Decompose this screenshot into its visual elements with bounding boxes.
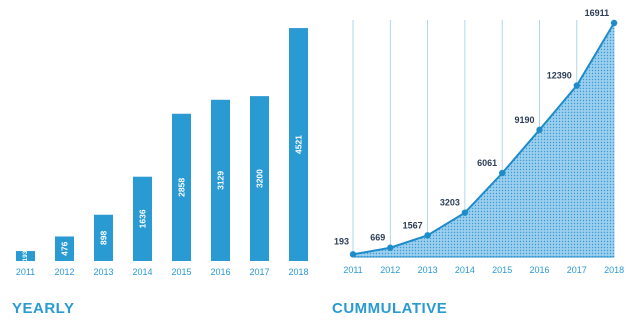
bar-value-label-2017: 3200 — [255, 169, 265, 188]
bar-2018 — [289, 28, 308, 261]
point-value-label-2015: 6061 — [477, 158, 497, 168]
point-value-label-2012: 669 — [370, 233, 385, 243]
bar-value-label-2015: 2858 — [177, 178, 187, 197]
bar-value-label-2014: 1636 — [138, 209, 148, 228]
bar-value-label-2016: 3129 — [216, 171, 226, 190]
x-tick-label-2013: 2013 — [418, 265, 438, 275]
x-tick-label-2018: 2018 — [604, 265, 624, 275]
x-tick-label-2015: 2015 — [492, 265, 512, 275]
x-tick-label-2014: 2014 — [455, 265, 475, 275]
point-2015 — [499, 169, 506, 177]
bar-2014 — [133, 176, 152, 261]
bar-2015 — [172, 113, 191, 261]
yearly-chart-title: YEARLY — [12, 300, 75, 317]
point-value-label-2016: 9190 — [514, 115, 534, 125]
x-tick-label-2015: 2015 — [171, 267, 191, 277]
point-2017 — [573, 82, 580, 89]
point-value-label-2011: 193 — [334, 236, 349, 246]
point-2012 — [387, 244, 394, 251]
bar-2012 — [55, 236, 74, 261]
bar-2011 — [16, 251, 35, 261]
x-tick-label-2012: 2012 — [54, 267, 74, 277]
x-tick-label-2013: 2013 — [93, 267, 113, 277]
x-tick-label-2016: 2016 — [529, 265, 549, 275]
bar-value-label-2018: 4521 — [294, 135, 304, 154]
x-tick-label-2014: 2014 — [132, 267, 152, 277]
point-value-label-2014: 3203 — [440, 198, 460, 208]
x-tick-label-2011: 2011 — [343, 265, 362, 275]
bar-value-label-2011: 193 — [22, 250, 29, 261]
cumulative-area — [353, 23, 615, 257]
yearly-bar-chart: 193 2011 476 2012 898 2013 1636 2014 2858 2015 312… — [16, 28, 309, 277]
cumulative-chart-title: CUMMULATIVE — [332, 300, 448, 317]
bar-2017 — [250, 96, 269, 261]
x-tick-label-2017: 2017 — [249, 267, 269, 277]
point-value-label-2017: 12390 — [547, 71, 572, 81]
x-tick-label-2016: 2016 — [210, 267, 230, 277]
bar-2013 — [94, 214, 113, 261]
x-tick-label-2012: 2012 — [380, 265, 400, 275]
x-tick-label-2017: 2017 — [567, 265, 587, 275]
x-tick-label-2011: 2011 — [16, 267, 35, 277]
cumulative-line — [352, 22, 615, 256]
bar-2016 — [211, 99, 230, 261]
point-2016 — [536, 126, 543, 134]
point-2014 — [461, 209, 469, 216]
point-2011 — [349, 251, 357, 258]
point-value-label-2018: 16911 — [585, 8, 610, 18]
x-tick-label-2018: 2018 — [288, 267, 308, 277]
point-value-label-2013: 1567 — [403, 220, 423, 230]
cumulative-area-chart: 193 2011 669 2012 1567 2013 3203 2014 6061 2015 91… — [334, 8, 624, 275]
point-2018 — [610, 19, 618, 27]
point-2013 — [424, 232, 431, 239]
bar-value-label-2012: 476 — [60, 241, 70, 255]
bar-value-label-2013: 898 — [99, 231, 109, 245]
